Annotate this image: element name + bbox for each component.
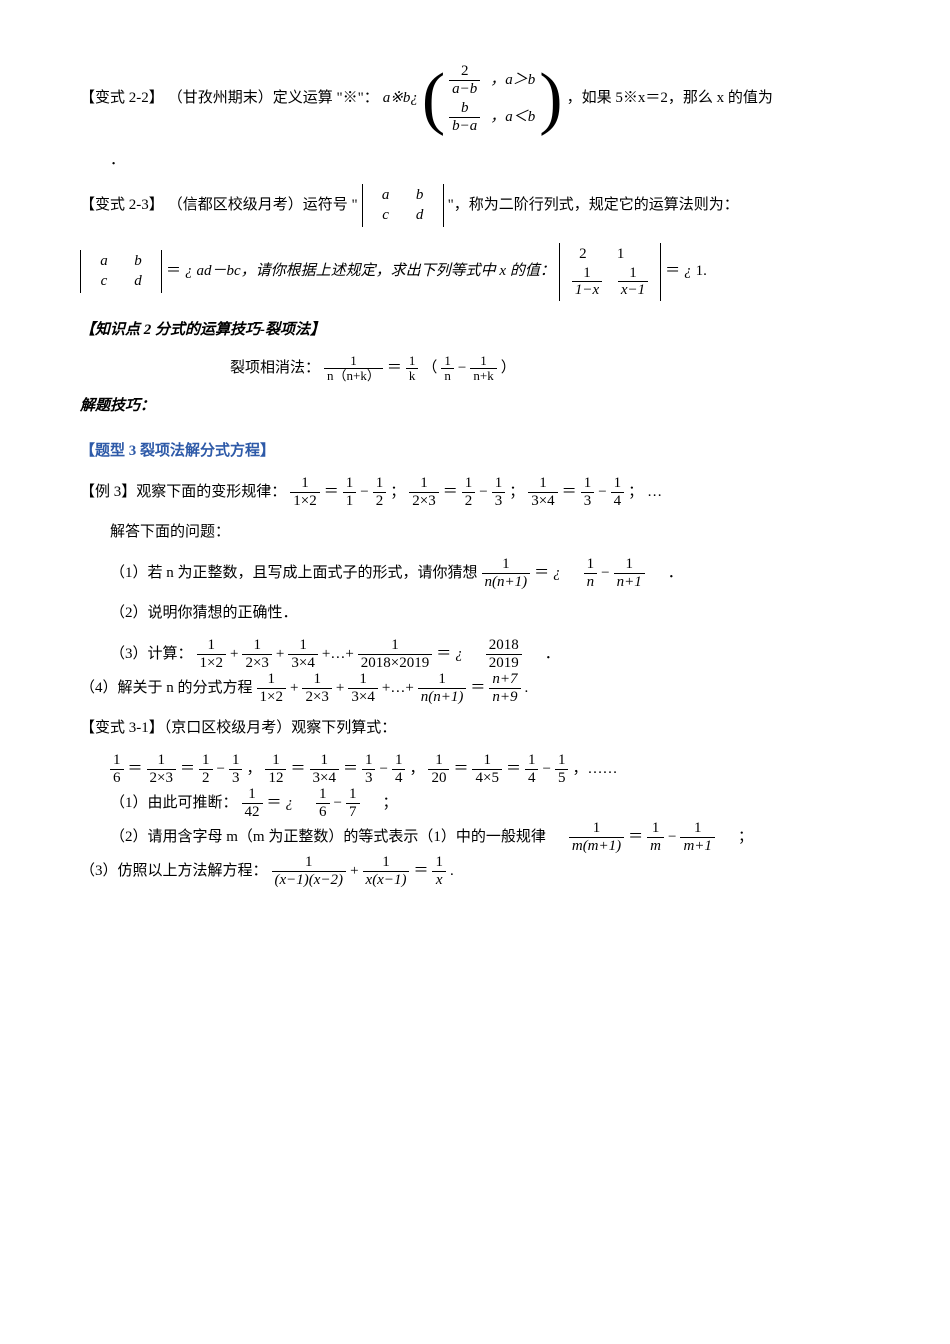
cancel-label: 裂项相消法：	[230, 355, 320, 382]
question-2-3-line1: 【变式 2-3】 （信都区校级月考）运符号 " ab cd "，称为二阶行列式，…	[80, 184, 870, 227]
determinant-3: 2 1 11−x 1x−1	[559, 243, 661, 301]
q-label: 【变式 2-3】	[80, 192, 164, 219]
q31-p2: （2）请用含字母 m（m 为正整数）的等式表示（1）中的一般规律 1m(m+1)…	[80, 820, 870, 854]
determinant: ab cd	[362, 184, 444, 227]
mid-text: "，称为二阶行列式，规定它的运算法则为：	[448, 192, 739, 219]
question-3-1-label: 【变式 3-1】（京口区校级月考）观察下列算式：	[80, 715, 870, 742]
q-source: （甘孜州期末）定义运算 "※"：	[168, 85, 379, 112]
q-source: （信都区校级月考）运符号 "	[168, 192, 358, 219]
knowledge-title: 【知识点 2 分式的运算技巧-裂项法】	[80, 317, 870, 344]
example-3: 【例 3】观察下面的变形规律： 11×2 ＝ 11 − 12 ； 12×3 ＝ …	[80, 475, 870, 509]
sub-question: 解答下面的问题：	[80, 519, 870, 546]
cancel-formula: 裂项相消法： 1n（n+k） ＝ 1k （ 1n − 1n+k ）	[200, 354, 870, 384]
tail: ，如果 5※x＝2，那么 x 的值为	[567, 85, 773, 112]
part-3: （3）计算： 11×2 + 12×3 + 13×4 +…+ 12018×2019…	[80, 637, 870, 671]
q31-p3: （3）仿照以上方法解方程： 1(x−1)(x−2) + 1x(x−1) ＝ 1x…	[80, 854, 870, 888]
part-4: （4）解关于 n 的分式方程 11×2 + 12×3 + 13×4 +…+ 1n…	[80, 671, 870, 705]
part-1: （1）若 n 为正整数，且写成上面式子的形式，请你猜想 1n(n+1) ＝¿ 1…	[80, 556, 870, 590]
blank: ．	[80, 147, 870, 174]
determinant-2: ab cd	[80, 250, 162, 293]
piecewise: ( 2a−b ，a＞b bb−a ，a＜b )	[422, 60, 563, 137]
q31-p1: （1）由此可推断： 142 ＝¿ 16 − 17 ；	[80, 786, 870, 820]
type3-title: 【题型 3 裂项法解分式方程】	[80, 438, 870, 465]
q31-examples: 16 ＝ 12×3 ＝ 12 − 13 ， 112 ＝ 13×4 ＝ 13 − …	[80, 752, 870, 786]
expr-prefix: a※b¿	[383, 85, 418, 112]
question-2-3-line2: ab cd ＝¿ ad－bc，请你根据上述规定，求出下列等式中 x 的值： 2 …	[80, 243, 870, 301]
part-2: （2）说明你猜想的正确性．	[80, 600, 870, 627]
technique-label: 解题技巧：	[80, 393, 870, 420]
q-label: 【变式 2-2】	[80, 85, 164, 112]
question-2-2: 【变式 2-2】 （甘孜州期末）定义运算 "※"： a※b¿ ( 2a−b ，a…	[80, 60, 870, 137]
